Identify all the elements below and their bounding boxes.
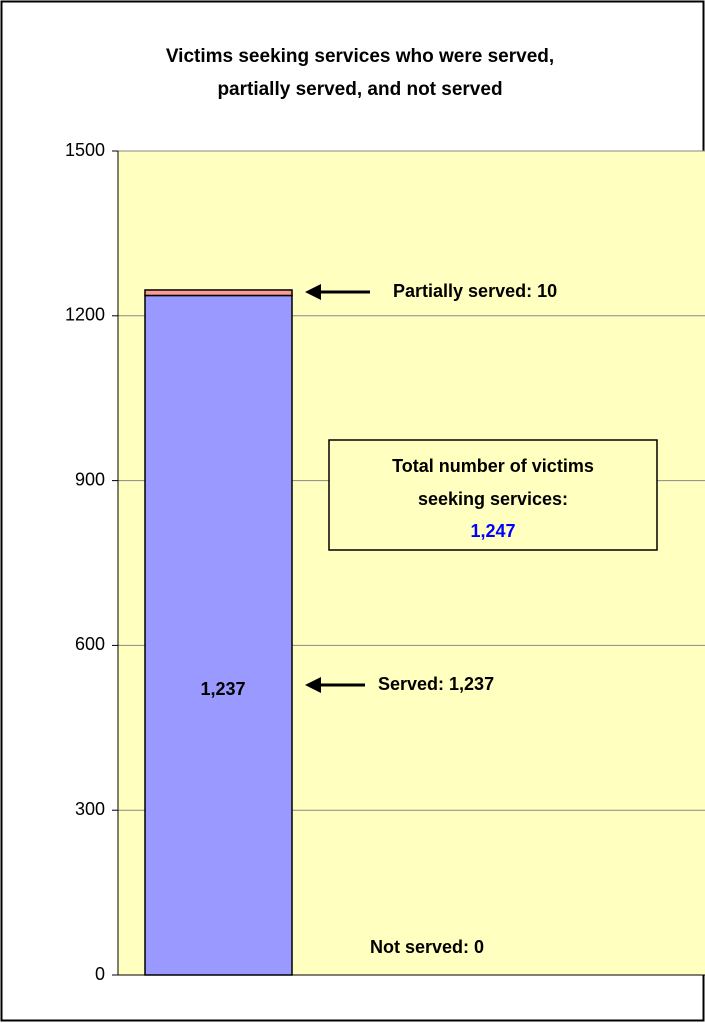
annotation: Served: 1,237: [378, 674, 494, 694]
arrow-head: [305, 284, 321, 300]
y-tick-label: 1500: [65, 140, 105, 160]
y-tick-label: 1200: [65, 305, 105, 325]
total-box-text: 1,247: [470, 521, 515, 541]
y-tick-label: 900: [75, 469, 105, 489]
annotation: Partially served: 10: [393, 281, 557, 301]
total-box-text: Total number of victims: [392, 456, 594, 476]
y-tick-label: 300: [75, 799, 105, 819]
y-tick-label: 600: [75, 634, 105, 654]
y-tick-label: 0: [95, 964, 105, 984]
data-label: 1,237: [200, 679, 245, 699]
bar-segment: [144, 294, 293, 976]
total-box-text: seeking services:: [418, 489, 568, 509]
chart-title: partially served, and not served: [217, 79, 502, 100]
bar-segment: [144, 289, 293, 297]
chart-title: Victims seeking services who were served…: [166, 46, 554, 67]
annotation: Not served: 0: [370, 937, 484, 957]
total-box: [328, 439, 658, 551]
arrow-head: [305, 677, 321, 693]
